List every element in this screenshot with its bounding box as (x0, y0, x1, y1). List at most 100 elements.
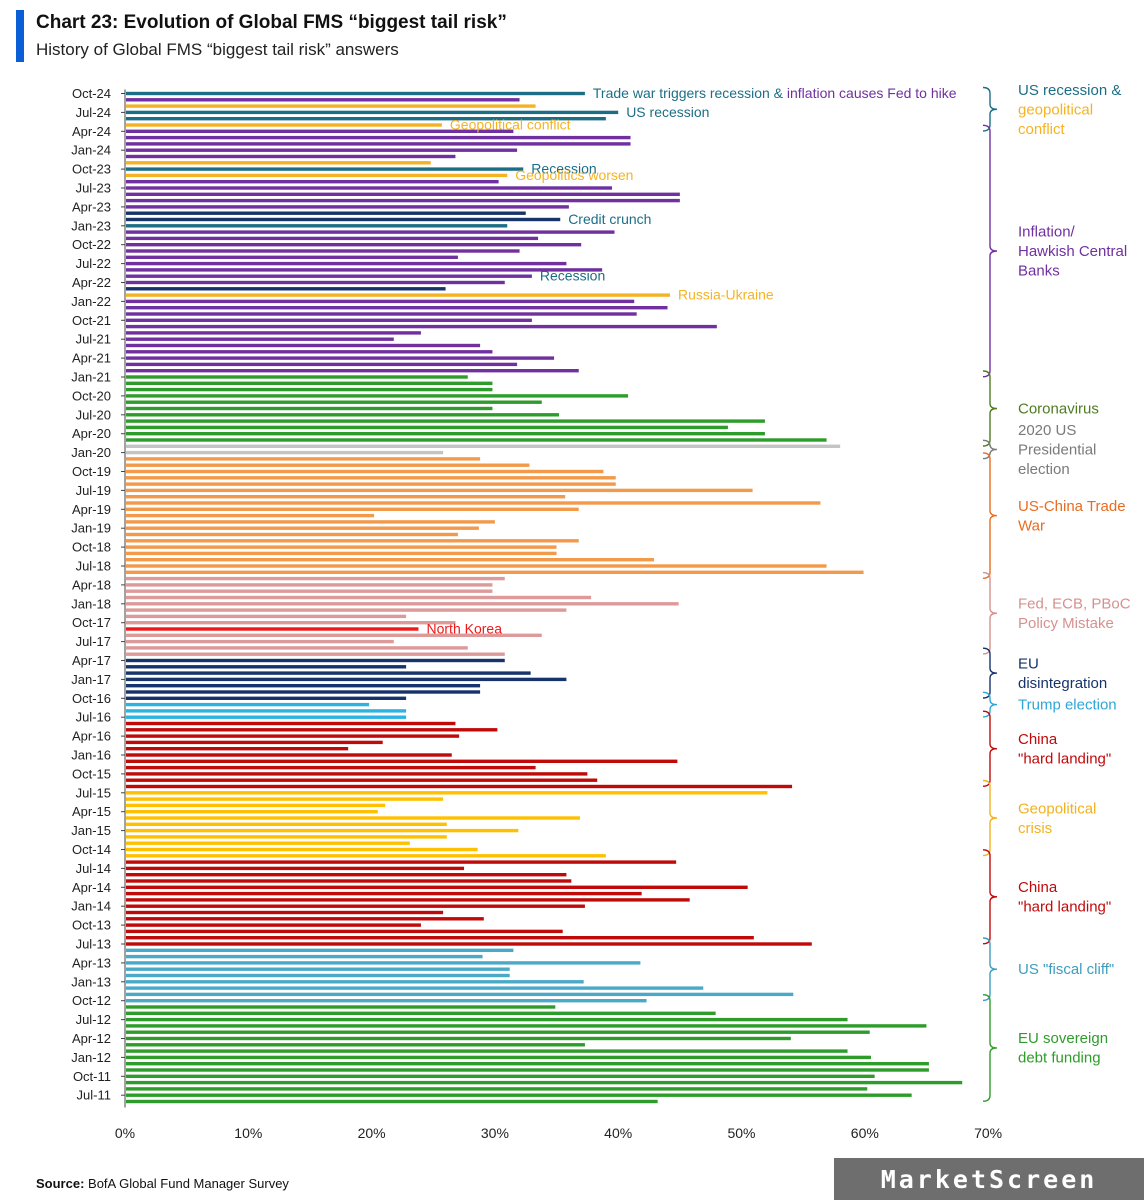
legend-bracket (982, 647, 998, 699)
bar (126, 646, 468, 650)
bar (126, 438, 827, 442)
source-text: BofA Global Fund Manager Survey (88, 1176, 289, 1191)
bar (126, 1080, 963, 1085)
y-tick-label: Jul-24 (76, 105, 111, 120)
x-tick-label: 20% (358, 1125, 386, 1141)
bar (126, 1093, 912, 1097)
legend-group-label: debt funding (1018, 1050, 1101, 1067)
bar (126, 369, 579, 373)
bar (126, 702, 370, 707)
bar (126, 419, 765, 423)
y-tick-label: Oct-12 (72, 993, 111, 1008)
bar (126, 91, 585, 96)
legend-group-label: 2020 US (1018, 422, 1076, 439)
bar (126, 312, 637, 316)
bar (126, 356, 555, 360)
bar (126, 954, 483, 959)
bar (126, 728, 498, 732)
y-tick-label: Apr-16 (72, 729, 111, 744)
bar (126, 677, 567, 682)
bar (126, 161, 431, 165)
bar (126, 513, 375, 518)
annotation-segment: Geopolitics worsen (515, 167, 633, 183)
bar (126, 331, 421, 335)
bar (126, 450, 444, 455)
y-tick-label: Jul-11 (77, 1088, 111, 1103)
bar (126, 734, 460, 738)
y-tick-label: Apr-24 (72, 124, 111, 139)
bar (126, 1074, 875, 1078)
bar (126, 1099, 658, 1104)
bar (126, 891, 642, 896)
bar (126, 110, 619, 115)
y-tick-label: Jul-15 (76, 785, 111, 800)
bar (126, 564, 827, 568)
y-tick-label: Apr-17 (72, 653, 111, 668)
legend-group-label: China (1018, 731, 1058, 748)
y-tick-label: Jul-20 (76, 407, 111, 422)
bar (126, 400, 542, 404)
bar (126, 255, 458, 259)
bar (126, 885, 748, 889)
legend-bracket (982, 849, 998, 945)
y-tick-label: Oct-24 (72, 86, 111, 101)
bar (126, 929, 563, 934)
bar (126, 879, 572, 883)
bar (126, 432, 765, 436)
y-tick-label: Oct-11 (73, 1069, 111, 1084)
y-tick-label: Jan-12 (71, 1050, 111, 1065)
chart-subtitle: History of Global FMS “biggest tail risk… (36, 40, 399, 59)
bar (126, 387, 493, 392)
bar (126, 1030, 870, 1034)
bar (126, 306, 668, 310)
source-label: Source: (36, 1176, 85, 1191)
annotation-label: Recession (540, 268, 605, 284)
bar (126, 621, 456, 625)
y-tick-label: Jan-17 (71, 672, 111, 687)
annotation-segment: Geopolitical conflict (450, 117, 571, 133)
legend-group-label: Inflation/ (1018, 224, 1076, 241)
bar (126, 268, 603, 272)
legend-group-label: conflict (1018, 121, 1066, 138)
bar (126, 337, 394, 341)
legend-group-label: Coronavirus (1018, 401, 1099, 418)
bar (126, 192, 680, 196)
y-tick-label: Oct-22 (72, 237, 111, 252)
y-tick-label: Oct-16 (72, 691, 111, 706)
bar (126, 873, 567, 877)
bar (126, 759, 678, 763)
y-tick-label: Apr-18 (72, 577, 111, 592)
bar (126, 482, 616, 486)
bar (126, 835, 447, 839)
legend-group-label: Hawkish Central (1018, 243, 1127, 260)
y-tick-label: Jan-16 (71, 748, 111, 763)
bar (126, 841, 410, 845)
annotation-segment: US recession (626, 104, 709, 120)
bar (126, 224, 508, 228)
bar (126, 614, 407, 619)
x-tick-label: 70% (974, 1125, 1002, 1141)
y-tick-label: Apr-14 (72, 880, 111, 895)
bar (126, 425, 728, 430)
bar (126, 791, 768, 795)
bar (126, 576, 505, 581)
bar (126, 287, 446, 291)
y-tick-label: Jul-16 (76, 710, 111, 725)
legend-group-label: crisis (1018, 820, 1052, 837)
y-tick-label: Jan-13 (71, 974, 111, 989)
y-tick-label: Jan-19 (71, 521, 111, 536)
bar (126, 545, 557, 549)
bar (126, 803, 386, 808)
legend-group-label: EU (1018, 655, 1039, 672)
bar (126, 507, 579, 511)
y-tick-label: Oct-14 (72, 842, 111, 857)
y-tick-label: Apr-13 (72, 955, 111, 970)
bar (126, 923, 421, 927)
y-tick-label: Jan-23 (71, 218, 111, 233)
legend-bracket (982, 691, 998, 718)
bar (126, 198, 680, 203)
bar (126, 129, 514, 133)
annotation-segment: Credit crunch (568, 211, 651, 227)
bar (126, 274, 532, 278)
